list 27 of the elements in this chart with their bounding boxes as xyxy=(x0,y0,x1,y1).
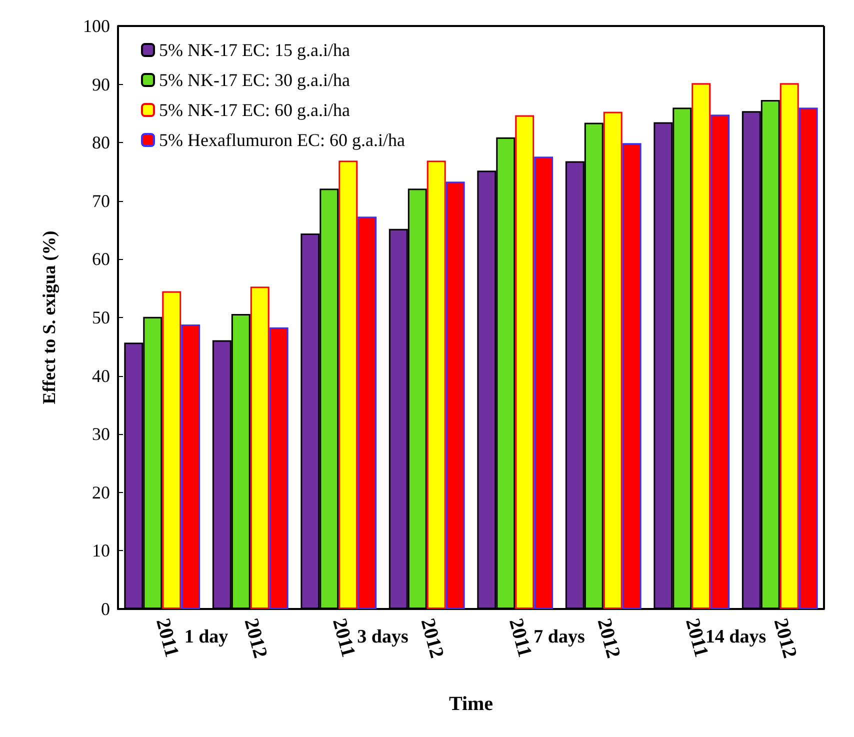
text: 3 days xyxy=(357,626,408,648)
y-tick-label: 20 xyxy=(92,482,110,502)
y-tick-label: 70 xyxy=(92,190,110,211)
legend-label: 5% NK-17 EC: 60 g.a.i/ha xyxy=(159,100,350,120)
y-tick-label: 80 xyxy=(92,132,110,153)
x-axis-title: Time xyxy=(448,693,494,715)
y-tick-label: 50 xyxy=(92,308,110,328)
x-tick-label: 2011 xyxy=(504,616,536,660)
y-tick-label: 40 xyxy=(92,366,110,386)
text: 1 day xyxy=(184,626,229,648)
text: 7 days xyxy=(534,626,585,648)
text: 14 days xyxy=(705,626,766,648)
y-tick-label: 90 xyxy=(92,74,110,94)
y-tick-label: 10 xyxy=(92,540,110,561)
x-tick-label: 2012 xyxy=(416,616,448,660)
legend-label: 5% NK-17 EC: 15 g.a.i/ha xyxy=(159,40,350,60)
y-tick-label: 100 xyxy=(83,16,110,36)
y-tick-label: 30 xyxy=(92,424,110,444)
legend-label: 5% NK-17 EC: 30 g.a.i/ha xyxy=(159,70,350,90)
y-tick-label: 60 xyxy=(92,249,110,270)
y-axis-title: Effect to S. exigua (%) xyxy=(39,230,59,404)
legend-label: 5% Hexaflumuron EC: 60 g.a.i/ha xyxy=(159,130,405,150)
x-tick-label: 2012 xyxy=(592,616,624,660)
x-tick-label: 2012 xyxy=(769,616,801,660)
x-tick-label: 2012 xyxy=(240,616,272,660)
x-tick-label: 2011 xyxy=(152,616,183,660)
y-tick-label: 0 xyxy=(101,599,110,619)
